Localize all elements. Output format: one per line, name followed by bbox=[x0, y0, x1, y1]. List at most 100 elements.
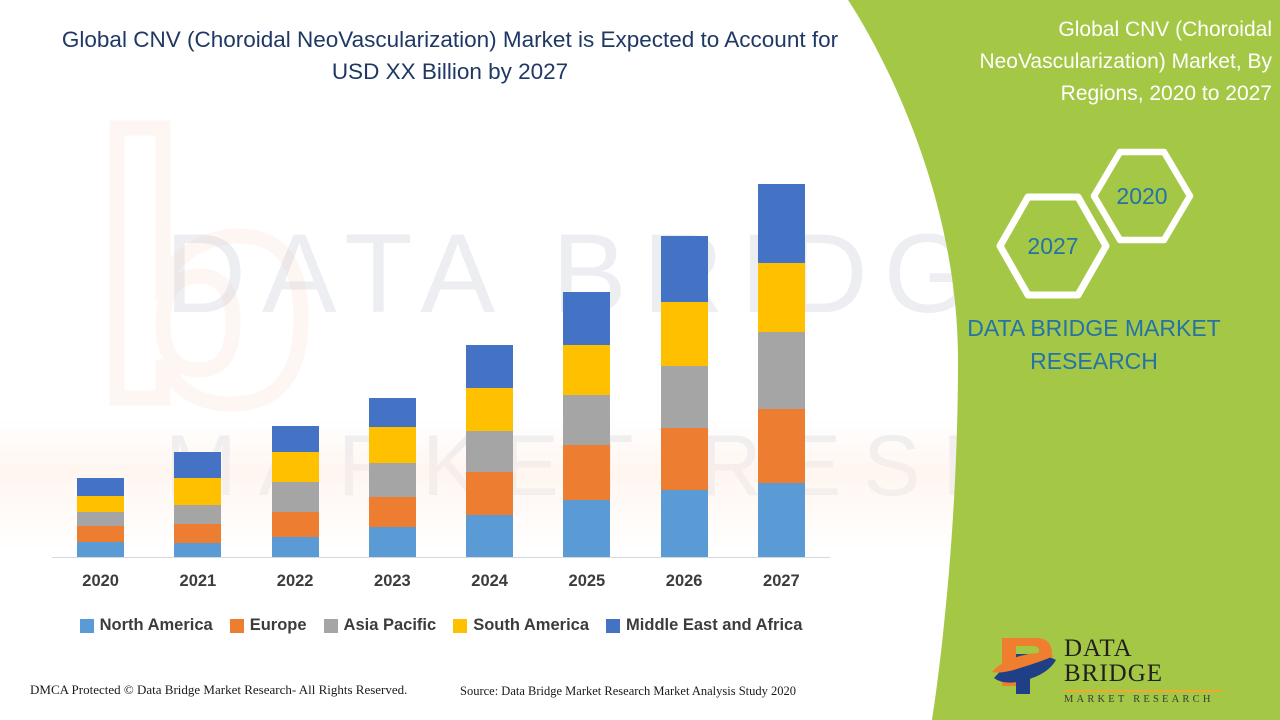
bar-segment-middle-east-and-africa[interactable] bbox=[271, 426, 319, 452]
legend-swatch-icon bbox=[323, 618, 338, 633]
bar-segment-europe[interactable] bbox=[368, 497, 416, 527]
bar-segment-asia-pacific[interactable] bbox=[77, 512, 125, 526]
bar-segment-middle-east-and-africa[interactable] bbox=[757, 184, 805, 263]
legend-label: South America bbox=[473, 616, 590, 634]
stacked-bar[interactable] bbox=[563, 292, 611, 557]
brand-panel-title: Global CNV (Choroidal NeoVascularization… bbox=[979, 18, 1272, 105]
hex-badge-2027-label: 2027 bbox=[1027, 232, 1079, 259]
bar-segment-asia-pacific[interactable] bbox=[466, 431, 514, 472]
stacked-bar[interactable] bbox=[174, 452, 222, 557]
dbmr-logo-rule bbox=[1064, 690, 1222, 692]
legend-label: North America bbox=[99, 616, 213, 634]
dbmr-logo-text: DATA BRIDGE MARKET RESEARCH bbox=[1064, 636, 1224, 705]
dbmr-logo-title: DATA BRIDGE bbox=[1064, 635, 1164, 687]
bar-group-2022[interactable] bbox=[247, 160, 344, 557]
bar-segment-middle-east-and-africa[interactable] bbox=[77, 478, 125, 496]
stacked-bar[interactable] bbox=[77, 478, 125, 557]
chart-legend: North America Europe Asia Pacific South Ame… bbox=[52, 616, 830, 635]
bar-segment-south-america[interactable] bbox=[466, 388, 514, 431]
x-axis-label-2027: 2027 bbox=[763, 572, 800, 590]
bar-group-2026[interactable] bbox=[636, 160, 733, 557]
legend-label: Europe bbox=[249, 616, 307, 634]
bar-segment-europe[interactable] bbox=[174, 524, 222, 543]
x-axis-label-2021: 2021 bbox=[179, 572, 217, 590]
bar-segment-asia-pacific[interactable] bbox=[757, 332, 805, 409]
bar-segment-north-america[interactable] bbox=[174, 543, 222, 557]
legend-swatch-icon bbox=[79, 618, 94, 633]
bar-segment-south-america[interactable] bbox=[757, 263, 805, 332]
bar-group-2024[interactable] bbox=[441, 160, 538, 557]
bar-segment-north-america[interactable] bbox=[466, 515, 514, 557]
legend-swatch-icon bbox=[606, 618, 621, 633]
bar-group-2021[interactable] bbox=[149, 160, 246, 557]
hexagon-icon bbox=[1090, 148, 1194, 244]
dbmr-logo-mark-icon bbox=[992, 638, 1056, 694]
bar-group-2020[interactable] bbox=[52, 160, 149, 557]
hex-badge-2027: 2027 bbox=[994, 192, 1112, 300]
bar-group-2027[interactable] bbox=[733, 160, 830, 557]
bar-segment-europe[interactable] bbox=[271, 512, 319, 537]
stacked-bar[interactable] bbox=[368, 398, 416, 557]
legend-item-middle-east-and-africa[interactable]: Middle East and Africa bbox=[606, 616, 802, 635]
legend-item-asia-pacific[interactable]: Asia Pacific bbox=[323, 616, 437, 635]
bar-segment-middle-east-and-africa[interactable] bbox=[466, 345, 514, 388]
legend-item-north-america[interactable]: North America bbox=[79, 616, 213, 635]
bar-segment-asia-pacific[interactable] bbox=[563, 395, 611, 445]
bar-segment-europe[interactable] bbox=[563, 445, 611, 500]
bar-segment-north-america[interactable] bbox=[77, 542, 125, 557]
bar-segment-north-america[interactable] bbox=[563, 500, 611, 557]
stacked-bar[interactable] bbox=[757, 184, 805, 557]
bar-segment-north-america[interactable] bbox=[757, 483, 805, 557]
bar-segment-south-america[interactable] bbox=[174, 478, 222, 505]
legend-item-europe[interactable]: Europe bbox=[229, 616, 307, 635]
chart-title: Global CNV (Choroidal NeoVascularization… bbox=[61, 27, 839, 84]
dbmr-logo: DATA BRIDGE MARKET RESEARCH bbox=[990, 630, 1222, 704]
x-axis-label-2020: 2020 bbox=[82, 572, 119, 590]
legend-label: Middle East and Africa bbox=[626, 616, 803, 634]
bar-segment-europe[interactable] bbox=[77, 526, 125, 542]
bar-segment-middle-east-and-africa[interactable] bbox=[174, 452, 222, 478]
legend-swatch-icon bbox=[229, 618, 244, 633]
bar-segment-south-america[interactable] bbox=[77, 496, 125, 512]
x-axis-label-2025: 2025 bbox=[568, 572, 606, 590]
bar-segment-middle-east-and-africa[interactable] bbox=[660, 236, 708, 302]
bar-segment-south-america[interactable] bbox=[563, 345, 611, 395]
bar-group-2025[interactable] bbox=[538, 160, 635, 557]
hexagon-icon bbox=[996, 193, 1110, 299]
stacked-bar[interactable] bbox=[466, 345, 514, 557]
bar-segment-middle-east-and-africa[interactable] bbox=[563, 292, 611, 345]
bar-segment-europe[interactable] bbox=[757, 409, 805, 483]
hex-badge-2020-label: 2020 bbox=[1116, 182, 1168, 209]
bar-segment-asia-pacific[interactable] bbox=[660, 366, 708, 428]
bar-segment-middle-east-and-africa[interactable] bbox=[368, 398, 416, 427]
legend-swatch-icon bbox=[453, 618, 468, 633]
bar-segment-europe[interactable] bbox=[466, 472, 514, 515]
x-axis-labels: 2020 2021 2022 2023 2024 2025 2026 2027 bbox=[52, 572, 830, 598]
bar-segment-asia-pacific[interactable] bbox=[174, 505, 222, 524]
bar-segment-asia-pacific[interactable] bbox=[368, 463, 416, 497]
dbmr-logo-subtitle: MARKET RESEARCH bbox=[1064, 693, 1214, 705]
x-axis-line bbox=[52, 557, 830, 558]
legend-item-south-america[interactable]: South America bbox=[453, 616, 589, 635]
x-axis-label-2024: 2024 bbox=[471, 572, 508, 590]
x-axis-label-2022: 2022 bbox=[276, 572, 314, 590]
stacked-bar[interactable] bbox=[271, 426, 319, 557]
bar-segment-asia-pacific[interactable] bbox=[271, 482, 319, 512]
stacked-bar[interactable] bbox=[660, 236, 708, 557]
footer-source: Source: Data Bridge Market Research Mark… bbox=[460, 684, 797, 698]
bar-segment-europe[interactable] bbox=[660, 428, 708, 490]
bar-segment-north-america[interactable] bbox=[660, 490, 708, 557]
brand-name: DATA BRIDGE MARKET RESEARCH bbox=[967, 315, 1221, 374]
bar-segment-south-america[interactable] bbox=[660, 302, 708, 366]
bar-segment-north-america[interactable] bbox=[271, 537, 319, 557]
legend-label: Asia Pacific bbox=[343, 616, 437, 634]
hex-badge-2020: 2020 bbox=[1089, 148, 1195, 244]
x-axis-label-2026: 2026 bbox=[665, 572, 703, 590]
footer-copyright: DMCA Protected © Data Bridge Market Rese… bbox=[30, 682, 408, 697]
bar-segment-north-america[interactable] bbox=[368, 527, 416, 557]
bar-segment-south-america[interactable] bbox=[271, 452, 319, 482]
bars-container bbox=[52, 160, 830, 557]
brand-panel: Global CNV (Choroidal NeoVascularization… bbox=[840, 0, 1280, 720]
bar-segment-south-america[interactable] bbox=[368, 427, 416, 463]
bar-group-2023[interactable] bbox=[344, 160, 441, 557]
